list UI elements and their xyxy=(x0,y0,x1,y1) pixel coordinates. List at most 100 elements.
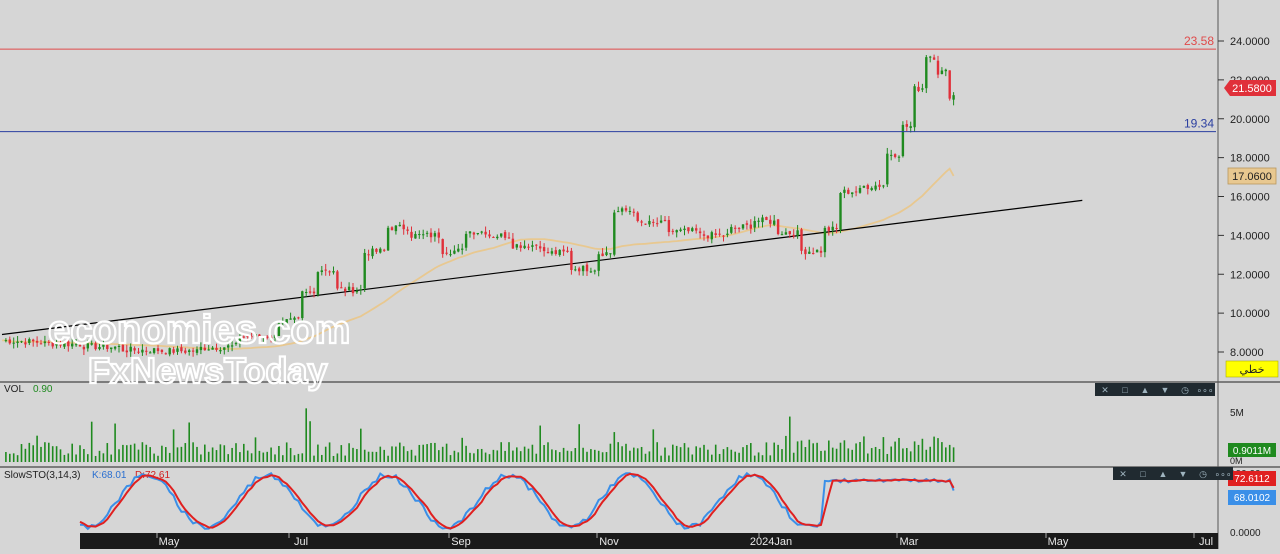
candle-body xyxy=(527,246,530,248)
moving-average-layer xyxy=(1,167,955,350)
volume-bar xyxy=(594,449,596,462)
volume-bar xyxy=(519,451,522,462)
volume-bar xyxy=(668,455,670,462)
volume-bar xyxy=(402,446,405,462)
volume-bar xyxy=(83,449,85,462)
down-arrow-icon[interactable]: ▼ xyxy=(1161,385,1170,395)
candle-body xyxy=(312,291,316,294)
time-axis: May Jul Sep Nov 2024Jan Mar May Jul xyxy=(156,533,1213,548)
candle-body xyxy=(188,350,191,353)
close-icon[interactable]: ✕ xyxy=(1119,469,1127,479)
volume-bar xyxy=(851,449,853,462)
candle-body xyxy=(870,188,873,190)
more-icon[interactable]: ∘∘∘ xyxy=(1197,385,1214,395)
candle-body xyxy=(714,233,717,236)
candle-body xyxy=(730,226,733,233)
volume-bar xyxy=(79,445,81,462)
volume-bar xyxy=(137,449,140,462)
candle-body xyxy=(32,339,35,342)
clock-icon[interactable]: ◷ xyxy=(1181,385,1189,395)
clock-icon[interactable]: ◷ xyxy=(1199,469,1207,479)
candle-body xyxy=(929,56,932,58)
candle-body xyxy=(402,224,405,230)
volume-bar xyxy=(297,453,300,462)
time-axis-label: 2024Jan xyxy=(750,536,792,548)
candle-body xyxy=(367,254,370,256)
candle-body xyxy=(749,224,752,229)
candle-body xyxy=(636,212,639,221)
candle-body xyxy=(98,347,101,350)
volume-bar xyxy=(578,424,580,462)
volume-bar xyxy=(129,444,132,462)
volume-bar xyxy=(204,444,206,462)
resistance-label: 23.58 xyxy=(1184,34,1214,48)
candle-body xyxy=(414,233,417,239)
candle-body xyxy=(410,231,413,238)
volume-bar xyxy=(188,422,190,462)
close-icon[interactable]: ✕ xyxy=(1101,385,1109,395)
volume-bar xyxy=(465,445,467,462)
arabic-badge[interactable]: خطي xyxy=(1225,360,1279,378)
volume-bar xyxy=(582,447,584,462)
candle-body xyxy=(82,346,86,350)
up-arrow-icon[interactable]: ▲ xyxy=(1159,469,1168,479)
down-arrow-icon[interactable]: ▼ xyxy=(1179,469,1188,479)
candle-body xyxy=(441,239,444,255)
candle-body xyxy=(734,227,737,229)
volume-bar xyxy=(867,453,869,462)
arabic-badge-text: خطي xyxy=(1240,364,1265,376)
volume-bar xyxy=(535,453,538,462)
ma-value-badge: 17.0600 xyxy=(1227,167,1277,185)
time-axis-label: Sep xyxy=(451,536,471,548)
volume-bar xyxy=(672,444,674,462)
candle-body xyxy=(121,344,125,352)
window-icon[interactable]: □ xyxy=(1122,385,1128,395)
volume-bar xyxy=(16,455,19,462)
candle-body xyxy=(656,223,659,225)
candle-body xyxy=(340,287,343,289)
candle-body xyxy=(199,346,203,351)
candle-body xyxy=(266,336,269,339)
volume-bar xyxy=(75,454,77,462)
candle-body xyxy=(156,348,160,352)
volume-bar xyxy=(711,454,713,462)
volume-bar xyxy=(675,445,678,462)
candle-body xyxy=(386,227,390,251)
candle-body xyxy=(917,86,920,91)
volume-bar xyxy=(824,450,826,462)
candle-body xyxy=(648,220,651,225)
volume-bar xyxy=(414,455,417,462)
volume-bar xyxy=(165,447,167,462)
up-arrow-icon[interactable]: ▲ xyxy=(1141,385,1150,395)
candle-body xyxy=(679,229,682,231)
candle-body xyxy=(757,220,760,222)
volume-bar xyxy=(395,446,397,462)
volume-panel-controls: ✕ □ ▲ ▼ ◷ ∘∘∘ xyxy=(1095,383,1215,396)
more-icon[interactable]: ∘∘∘ xyxy=(1215,469,1232,479)
candle-body xyxy=(905,124,908,127)
candle-body xyxy=(141,349,144,353)
volume-bar xyxy=(387,455,389,462)
volume-bar xyxy=(180,446,183,462)
volume-bar xyxy=(122,444,124,462)
candle-body xyxy=(468,231,472,234)
control-bar-background xyxy=(1113,467,1233,480)
candle-body xyxy=(897,156,901,158)
candle-body xyxy=(176,348,179,352)
volume-bar xyxy=(496,450,499,462)
candle-body xyxy=(632,211,635,213)
volume-bar xyxy=(12,453,15,462)
candle-body xyxy=(921,88,924,90)
volume-bar xyxy=(902,448,904,462)
candle-body xyxy=(687,227,690,232)
window-icon[interactable]: □ xyxy=(1140,469,1146,479)
volume-bar xyxy=(239,452,241,462)
candle-body xyxy=(492,236,495,238)
volume-bar xyxy=(430,442,432,462)
candle-body xyxy=(164,353,167,355)
volume-bar xyxy=(328,442,331,462)
volume-bar xyxy=(605,452,608,462)
volume-bar xyxy=(730,449,733,462)
oscillator-tick-0: 0.0000 xyxy=(1230,528,1261,539)
volume-bar xyxy=(617,442,619,462)
